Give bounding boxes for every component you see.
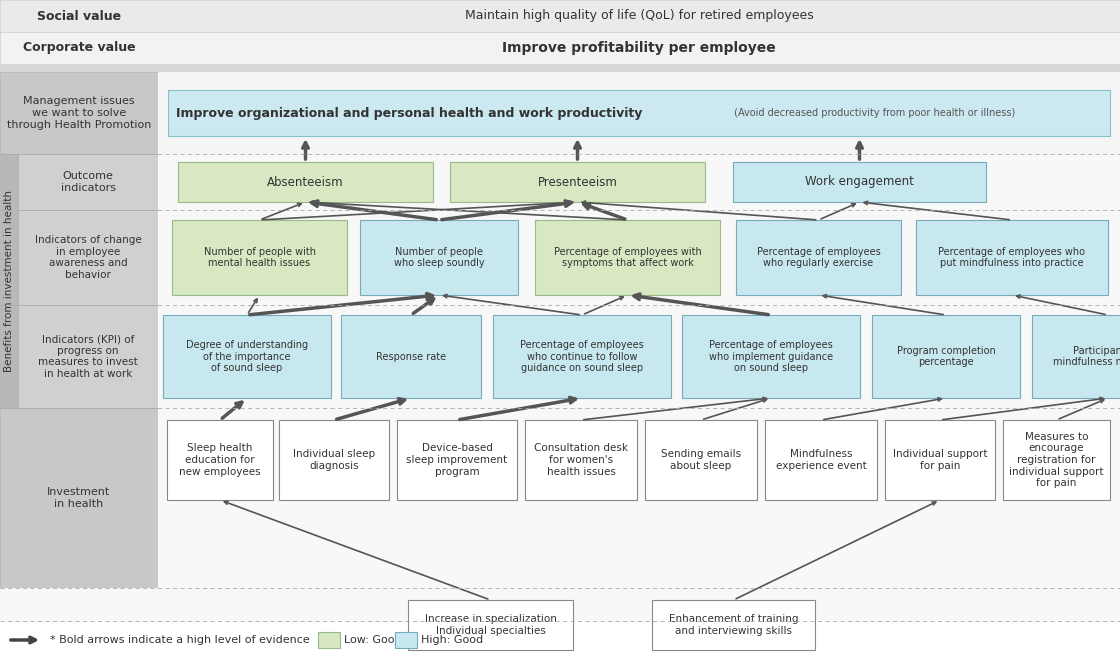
Bar [916,220,1108,295]
Bar [765,420,877,500]
Text: Improve profitability per employee: Improve profitability per employee [502,41,776,55]
Text: Percentage of employees
who regularly exercise: Percentage of employees who regularly ex… [757,246,880,268]
Bar [0,588,1120,621]
Bar [168,90,1110,136]
Text: Increase in specialization
Individual specialties: Increase in specialization Individual sp… [424,614,557,636]
Bar [732,162,986,202]
Bar [1032,315,1120,398]
Text: Consultation desk
for women's
health issues: Consultation desk for women's health iss… [534,444,628,476]
Text: Improve organizational and personal health and work productivity: Improve organizational and personal heal… [176,107,643,119]
Bar [279,420,389,500]
Text: Corporate value: Corporate value [22,42,136,55]
Text: Sleep health
education for
new employees: Sleep health education for new employees [179,444,261,476]
Text: Sending emails
about sleep: Sending emails about sleep [661,449,741,471]
Bar [172,220,347,295]
Text: Measures to
encourage
registration for
individual support
for pain: Measures to encourage registration for i… [1009,432,1103,488]
Bar [18,305,158,408]
Text: High: Good: High: Good [421,635,483,645]
Bar [396,420,517,500]
Bar [450,162,704,202]
Bar [360,220,517,295]
Text: Percentage of employees who
put mindfulness into practice: Percentage of employees who put mindfuln… [939,246,1085,268]
Bar [493,315,671,398]
Bar [178,162,433,202]
Bar [736,220,900,295]
Bar [1004,420,1110,500]
Bar [18,154,158,210]
Text: Degree of understanding
of the importance
of sound sleep: Degree of understanding of the importanc… [186,340,308,373]
Text: Enhancement of training
and interviewing skills: Enhancement of training and interviewing… [669,614,799,636]
Text: Absenteeism: Absenteeism [268,175,344,188]
Bar [872,315,1020,398]
Text: * Bold arrows indicate a high level of evidence: * Bold arrows indicate a high level of e… [50,635,310,645]
Bar [885,420,995,500]
Bar [340,315,480,398]
Bar [0,32,1120,64]
Bar [0,154,18,408]
Bar [158,154,1120,210]
Text: Response rate: Response rate [376,351,446,362]
Text: Individual sleep
diagnosis: Individual sleep diagnosis [293,449,375,471]
Text: Maintain high quality of life (QoL) for retired employees: Maintain high quality of life (QoL) for … [465,9,813,22]
Text: Outcome
indicators: Outcome indicators [60,171,115,193]
Bar [158,305,1120,408]
Text: Work engagement: Work engagement [805,175,914,188]
Bar [0,72,158,154]
Text: Benefits from investment in health: Benefits from investment in health [4,190,15,372]
Text: Percentage of employees
who implement guidance
on sound sleep: Percentage of employees who implement gu… [709,340,833,373]
Bar [158,408,1120,588]
Text: Program completion
percentage: Program completion percentage [897,346,996,367]
Text: Percentage of employees with
symptoms that affect work: Percentage of employees with symptoms th… [553,246,701,268]
Text: Low: Good: Low: Good [344,635,402,645]
Text: Number of people with
mental health issues: Number of people with mental health issu… [204,246,316,268]
Text: Individual support
for pain: Individual support for pain [893,449,987,471]
Text: Social value: Social value [37,9,121,22]
Text: Management issues
we want to solve
through Health Promotion: Management issues we want to solve throu… [7,96,151,130]
Text: Indicators (KPI) of
progress on
measures to invest
in health at work: Indicators (KPI) of progress on measures… [38,334,138,379]
Text: Number of people
who sleep soundly: Number of people who sleep soundly [394,246,484,268]
Text: Mindfulness
experience event: Mindfulness experience event [776,449,867,471]
Bar [164,315,332,398]
Text: Investment
in health: Investment in health [47,487,111,509]
Bar [395,632,417,648]
Bar [158,72,1120,154]
Bar [535,220,720,295]
Bar [0,64,1120,72]
Bar [167,420,273,500]
Text: Indicators of change
in employee
awareness and
behavior: Indicators of change in employee awarene… [35,235,141,280]
Text: (Avoid decreased productivity from poor health or illness): (Avoid decreased productivity from poor … [731,108,1015,118]
Text: Device-based
sleep improvement
program: Device-based sleep improvement program [407,444,507,476]
Bar [18,210,158,305]
Bar [682,315,860,398]
Bar [158,210,1120,305]
Bar [0,408,158,588]
Bar [318,632,340,648]
Text: Percentage of employees
who continue to follow
guidance on sound sleep: Percentage of employees who continue to … [520,340,644,373]
Text: Presenteeism: Presenteeism [538,175,617,188]
Bar [652,600,815,650]
Bar [408,600,573,650]
Text: Participants in
mindfulness measures: Participants in mindfulness measures [1053,346,1120,367]
Bar [645,420,757,500]
Bar [0,0,1120,32]
Bar [525,420,637,500]
